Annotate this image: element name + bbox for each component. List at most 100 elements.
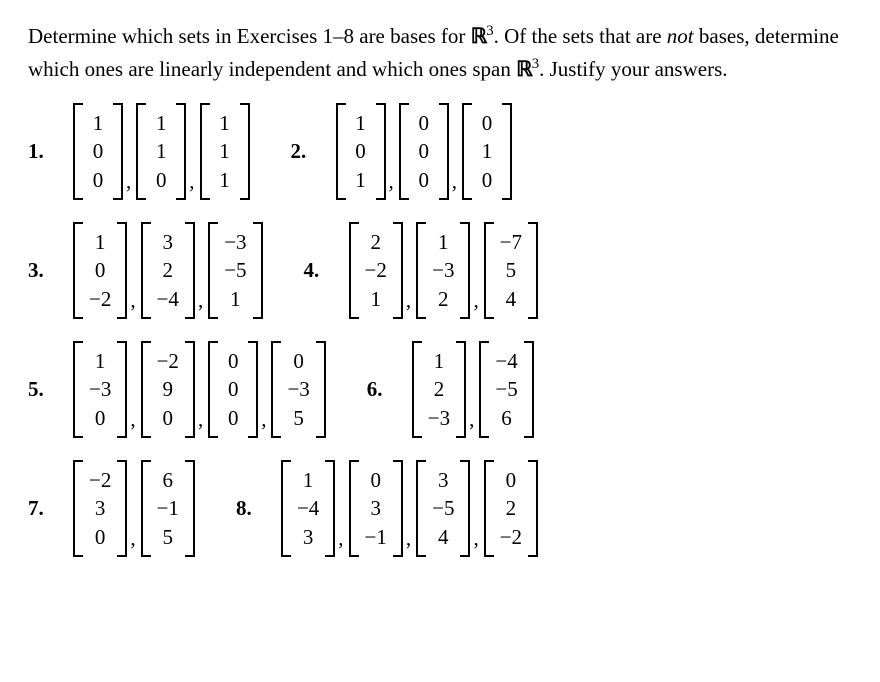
bracket-right [240,103,250,200]
vector-entry: −3 [432,256,454,284]
vector-entry: 1 [216,137,234,165]
vector: 000 [208,341,258,438]
problem-number: 7. [28,496,72,521]
comma: , [404,288,415,319]
vector-column: 000 [409,103,439,200]
bracket-right [528,222,538,319]
vector-entry: 1 [352,109,370,137]
bracket-right [117,460,127,557]
vector-entry: −2 [89,285,111,313]
bracket-left [484,460,494,557]
vector-entry: 2 [428,375,450,403]
problem-number: 4. [304,258,348,283]
vector-entry: 1 [152,137,170,165]
vector-column: 03−1 [359,460,393,557]
vector-entry: −1 [365,523,387,551]
vector-entry: 1 [428,347,450,375]
vector: −4−56 [479,341,533,438]
vector-column: 000 [218,341,248,438]
problem: 6.12−3,−4−56 [367,341,535,438]
vector-entry: 0 [500,466,522,494]
vector-entry: 1 [216,166,234,194]
vector: −230 [73,460,127,557]
vector-column: 1−32 [426,222,460,319]
comma: , [336,526,347,557]
bracket-right [460,460,470,557]
problems-container: 1.100,110,1112.101,000,0103.10−2,32−4,−3… [28,103,852,557]
vector-entry: 0 [287,347,309,375]
vector-column: 111 [210,103,240,200]
vector: 101 [336,103,386,200]
italic-not: not [667,24,694,48]
bracket-right [456,341,466,438]
vector-column: −4−56 [489,341,523,438]
vector-entry: 4 [500,285,522,313]
comma: , [128,407,139,438]
vector-entry: 2 [432,285,454,313]
vector-entry: 2 [365,228,387,256]
vector-entry: 0 [157,404,179,432]
bracket-left [141,222,151,319]
vector: −3−51 [208,222,262,319]
vector-entry: 0 [415,166,433,194]
problem: 1.100,110,111 [28,103,251,200]
bracket-left [416,460,426,557]
vector-entry: −3 [224,228,246,256]
vector-entry: 0 [224,375,242,403]
vector-entry: 0 [89,166,107,194]
bracket-right [524,341,534,438]
vector: 000 [399,103,449,200]
bracket-right [393,460,403,557]
vector-column: 10−2 [83,222,117,319]
bracket-left [281,460,291,557]
bracket-right [502,103,512,200]
vector-column: 100 [83,103,113,200]
vector-set: 12−3,−4−56 [411,341,535,438]
vector: 1−30 [73,341,127,438]
exponent: 3 [486,23,493,39]
vector-set: 101,000,010 [335,103,514,200]
problem: 3.10−2,32−4,−3−51 [28,222,264,319]
vector-entry: 0 [89,256,111,284]
problem: 7.−230,6−15 [28,460,196,557]
vector-entry: −5 [432,494,454,522]
vector-entry: 1 [89,228,111,256]
bracket-left [200,103,210,200]
vector-entry: 1 [352,166,370,194]
vector-column: −754 [494,222,528,319]
vector-column: 32−4 [151,222,185,319]
problem-number: 2. [291,139,335,164]
vector-entry: −3 [287,375,309,403]
vector-entry: 5 [287,404,309,432]
vector-column: 12−3 [422,341,456,438]
vector: 111 [200,103,250,200]
bracket-right [393,222,403,319]
vector: 02−2 [484,460,538,557]
vector-set: 2−21,1−32,−754 [348,222,540,319]
vector-entry: 0 [365,466,387,494]
vector: 03−1 [349,460,403,557]
vector-entry: 3 [365,494,387,522]
vector: 1−32 [416,222,470,319]
vector-column: 010 [472,103,502,200]
bracket-left [412,341,422,438]
comma: , [124,169,135,200]
vector-column: 101 [346,103,376,200]
vector-column: 1−30 [83,341,117,438]
bracket-left [73,341,83,438]
problem: 2.101,000,010 [291,103,514,200]
bracket-left [462,103,472,200]
vector-column: 0−35 [281,341,315,438]
problem-number: 3. [28,258,72,283]
vector: 110 [136,103,186,200]
bracket-left [73,460,83,557]
vector: 0−35 [271,341,325,438]
vector: 010 [462,103,512,200]
problem-row: 5.1−30,−290,000,0−356.12−3,−4−56 [28,341,852,438]
comma: , [196,288,207,319]
comma: , [404,526,415,557]
vector: 1−43 [281,460,335,557]
vector-column: −290 [151,341,185,438]
vector-column: 2−21 [359,222,393,319]
vector-entry: 4 [432,523,454,551]
